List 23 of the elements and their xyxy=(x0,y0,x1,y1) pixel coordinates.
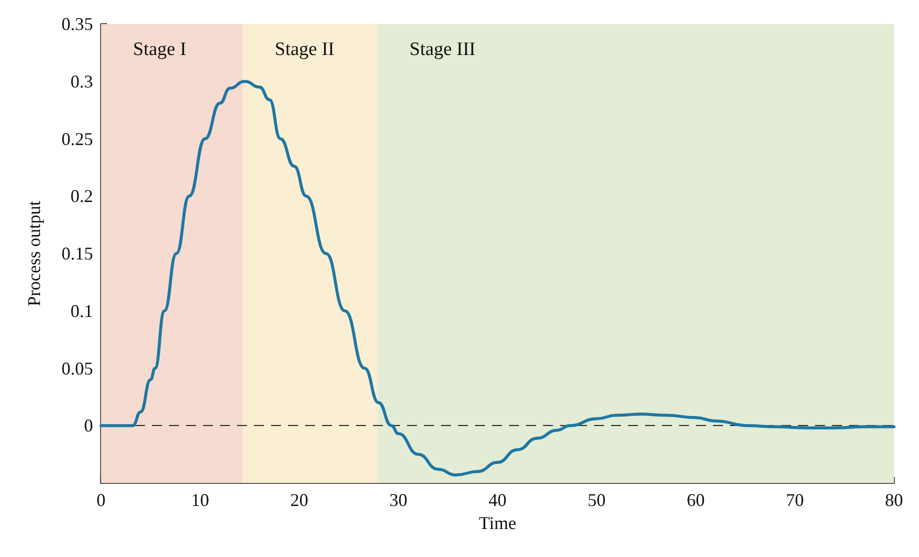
x-tick-label: 20 xyxy=(290,490,308,510)
y-tick-label: 0.2 xyxy=(70,186,93,206)
x-tick-label: 30 xyxy=(389,490,408,510)
band-label: Stage III xyxy=(410,39,476,60)
x-tick-label: 60 xyxy=(686,490,705,510)
x-axis-title: Time xyxy=(478,512,516,533)
y-tick-label: 0.15 xyxy=(62,244,93,264)
x-tick-label: 10 xyxy=(191,490,210,510)
y-axis-title: Process output xyxy=(24,200,44,306)
y-tick-label: 0.1 xyxy=(70,300,93,321)
y-tick-label: 0.3 xyxy=(70,71,93,92)
y-tick-label: 0.05 xyxy=(62,358,93,378)
y-tick-label: 0.25 xyxy=(62,128,93,149)
x-tick-label: 40 xyxy=(488,490,506,510)
line-series xyxy=(100,80,896,476)
x-tick-label: 80 xyxy=(885,490,903,510)
x-tick-label: 50 xyxy=(588,490,606,510)
x-tick-label: 70 xyxy=(786,490,804,510)
band-label: Stage I xyxy=(133,39,186,60)
y-tick-label: 0.35 xyxy=(62,14,93,34)
band-label: Stage II xyxy=(274,39,334,60)
y-tick-label: 0 xyxy=(84,416,93,436)
x-tick-label: 0 xyxy=(96,490,106,510)
